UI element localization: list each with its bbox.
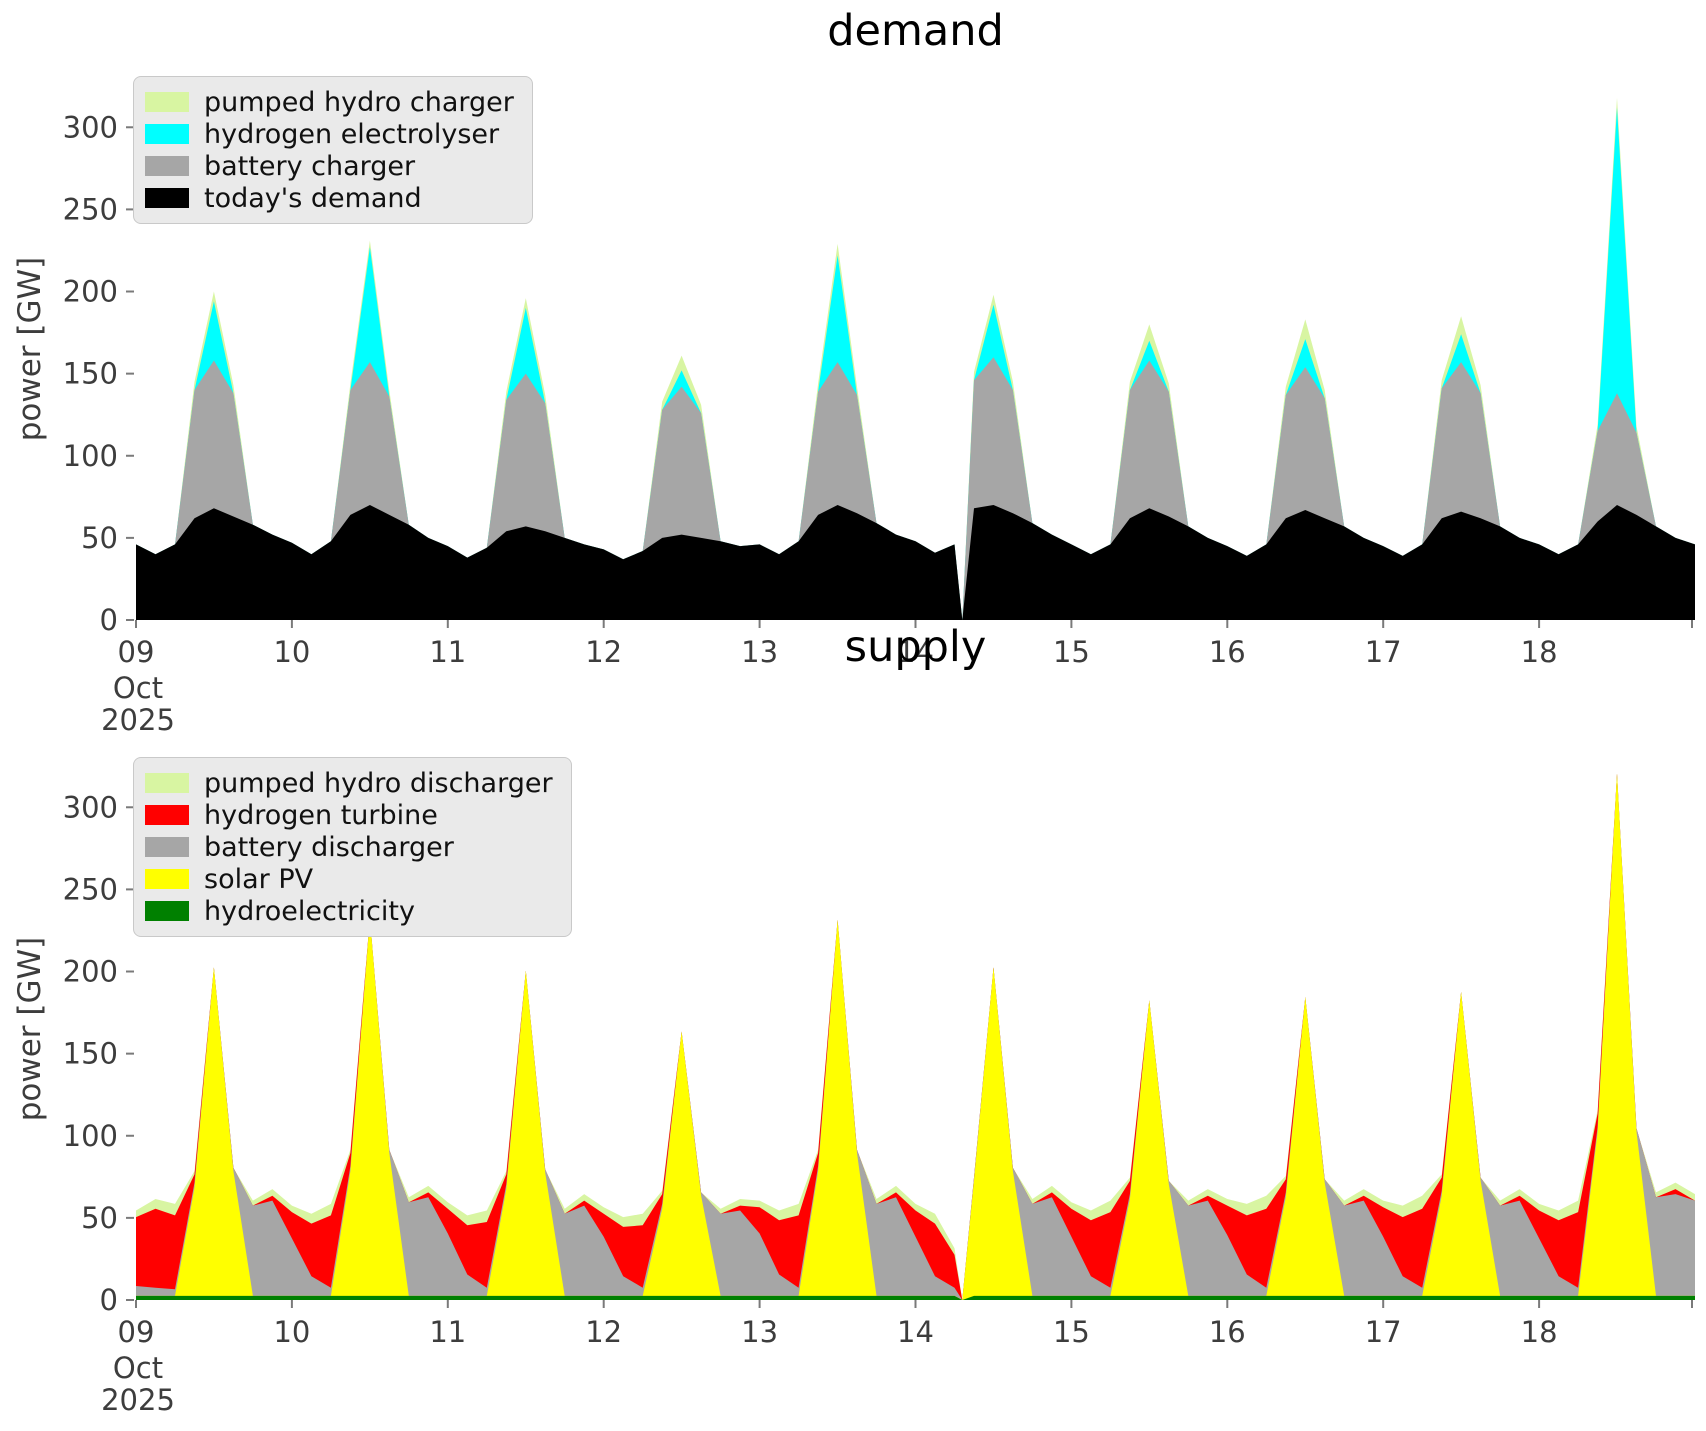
legend-swatch <box>145 156 189 176</box>
legend-label: hydrogen electrolyser <box>204 118 500 150</box>
legend-demand: pumped hydro charger hydrogen electrolys… <box>133 76 533 224</box>
y-tick-label: 50 <box>81 521 118 555</box>
legend-label: battery discharger <box>204 831 454 863</box>
legend-item: battery discharger <box>145 831 553 863</box>
legend-item: battery charger <box>145 150 514 182</box>
y-tick-label: 300 <box>63 110 118 144</box>
legend-swatch <box>145 901 189 921</box>
x-tick-label: 14 <box>897 1315 934 1349</box>
supply-area-hydroelectricity <box>136 1295 1695 1300</box>
legend-label: hydroelectricity <box>204 895 415 927</box>
x-tick-label: 16 <box>1209 1315 1246 1349</box>
y-tick-label: 150 <box>63 357 118 391</box>
x-tick-label: 14 <box>897 635 934 669</box>
month-label: Oct <box>112 1351 164 1385</box>
legend-swatch <box>145 869 189 889</box>
x-tick-label: 10 <box>273 1315 310 1349</box>
x-tick-label: 13 <box>741 1315 778 1349</box>
x-tick-label: 09 <box>118 1315 155 1349</box>
x-axis-origin-label-supply: Oct 2025 <box>86 1352 190 1416</box>
month-label: Oct <box>112 671 164 705</box>
x-tick-label: 09 <box>118 635 155 669</box>
x-tick-label: 15 <box>1053 635 1090 669</box>
legend-label: pumped hydro charger <box>204 86 514 118</box>
x-tick-label: 12 <box>585 635 622 669</box>
x-tick-label: 11 <box>429 1315 466 1349</box>
legend-swatch <box>145 92 189 112</box>
y-tick-label: 0 <box>100 1283 118 1317</box>
legend-swatch <box>145 837 189 857</box>
legend-label: pumped hydro discharger <box>204 767 553 799</box>
y-axis-label-supply: power [GW] <box>12 936 48 1122</box>
x-tick-label: 16 <box>1209 635 1246 669</box>
year-label: 2025 <box>101 1383 175 1417</box>
x-tick-label: 17 <box>1365 1315 1402 1349</box>
demand-chart: 09 10 11 12 13 14 15 16 17 18 0 50 100 150 200 250 300 <box>63 97 1695 669</box>
y-tick-label: 200 <box>63 275 118 309</box>
y-tick-label: 200 <box>63 955 118 989</box>
legend-swatch <box>145 124 189 144</box>
y-tick-label: 100 <box>63 1119 118 1153</box>
legend-item: solar PV <box>145 863 553 895</box>
legend-item: pumped hydro discharger <box>145 767 553 799</box>
legend-label: battery charger <box>204 150 416 182</box>
demand-area-today-s-demand <box>136 505 1695 620</box>
y-axis-label-demand: power [GW] <box>12 256 48 442</box>
x-axis-origin-label-demand: Oct 2025 <box>86 672 190 736</box>
y-tick-label: 0 <box>100 603 118 637</box>
legend-label: hydrogen turbine <box>204 799 438 831</box>
y-tick-label: 50 <box>81 1201 118 1235</box>
legend-item: hydrogen electrolyser <box>145 118 514 150</box>
legend-supply: pumped hydro discharger hydrogen turbine… <box>133 757 572 937</box>
legend-label: solar PV <box>204 863 314 895</box>
x-tick-label: 17 <box>1365 635 1402 669</box>
legend-label: today's demand <box>204 182 422 214</box>
x-tick-label: 10 <box>273 635 310 669</box>
x-tick-label: 13 <box>741 635 778 669</box>
y-tick-label: 100 <box>63 439 118 473</box>
legend-item: hydroelectricity <box>145 895 553 927</box>
chart-title-demand: demand <box>827 6 1004 56</box>
legend-swatch <box>145 805 189 825</box>
y-tick-label: 250 <box>63 872 118 906</box>
x-tick-label: 18 <box>1521 635 1558 669</box>
supply-chart: 09 10 11 12 13 14 15 16 17 18 0 50 100 150 200 250 300 <box>63 773 1695 1349</box>
legend-swatch <box>145 188 189 208</box>
y-tick-label: 150 <box>63 1037 118 1071</box>
x-tick-label: 18 <box>1521 1315 1558 1349</box>
x-tick-label: 11 <box>429 635 466 669</box>
legend-swatch <box>145 773 189 793</box>
y-tick-label: 300 <box>63 790 118 824</box>
legend-item: today's demand <box>145 182 514 214</box>
x-tick-label: 15 <box>1053 1315 1090 1349</box>
x-tick-label: 12 <box>585 1315 622 1349</box>
legend-item: hydrogen turbine <box>145 799 553 831</box>
chart-title-supply: supply <box>844 622 987 672</box>
legend-item: pumped hydro charger <box>145 86 514 118</box>
year-label: 2025 <box>101 703 175 737</box>
supply-area-solar-PV <box>136 773 1695 1300</box>
y-tick-label: 250 <box>63 192 118 226</box>
